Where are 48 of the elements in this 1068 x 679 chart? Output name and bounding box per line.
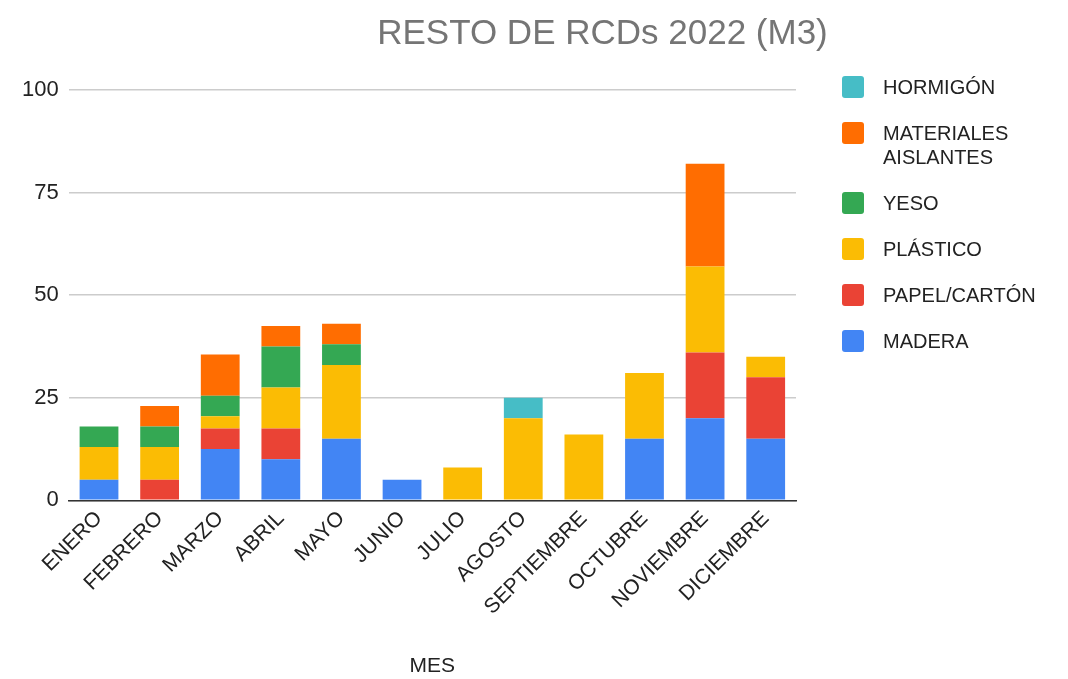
bar <box>746 438 786 500</box>
bar <box>625 438 664 500</box>
y-tick-label: 75 <box>34 178 59 204</box>
bar <box>261 346 301 388</box>
bar <box>79 479 119 500</box>
bar <box>322 344 361 365</box>
bar <box>79 446 119 480</box>
bar <box>564 434 604 500</box>
legend-label: MATERIALES AISLANTES <box>883 121 1010 169</box>
bar <box>685 352 725 419</box>
y-tick-label: 0 <box>46 486 59 512</box>
bar <box>503 397 543 419</box>
x-axis-title: MES <box>409 653 456 677</box>
bar <box>746 377 786 439</box>
bar <box>261 325 301 347</box>
bar <box>200 448 240 500</box>
bar <box>200 354 240 396</box>
bar <box>625 373 664 439</box>
bar <box>685 163 725 267</box>
bar <box>685 418 725 500</box>
legend-label: PLÁSTICO <box>883 237 983 261</box>
legend-label: PAPEL/CARTÓN <box>883 283 1037 307</box>
bar <box>140 426 180 447</box>
bar <box>261 387 301 429</box>
bar <box>322 364 361 439</box>
bar <box>140 405 180 427</box>
bar <box>746 356 786 378</box>
bar <box>140 446 180 480</box>
legend-label: HORMIGÓN <box>883 75 997 99</box>
y-tick-label: 25 <box>34 383 59 409</box>
chart-title: RESTO DE RCDs 2022 (M3) <box>376 12 829 52</box>
bar <box>140 479 180 500</box>
bar <box>200 395 240 417</box>
legend-label: YESO <box>883 191 940 215</box>
bar <box>200 428 240 449</box>
bar <box>503 418 543 500</box>
legend-label: MADERA <box>883 329 970 353</box>
bar <box>200 416 240 429</box>
bar <box>322 438 361 500</box>
bar <box>79 426 119 447</box>
bar <box>443 467 483 500</box>
bar <box>261 428 301 460</box>
y-tick-label: 50 <box>34 281 59 307</box>
bar <box>685 266 725 353</box>
y-tick-label: 100 <box>21 76 59 102</box>
bar <box>382 479 422 500</box>
bar <box>322 323 361 345</box>
bar <box>261 459 301 500</box>
